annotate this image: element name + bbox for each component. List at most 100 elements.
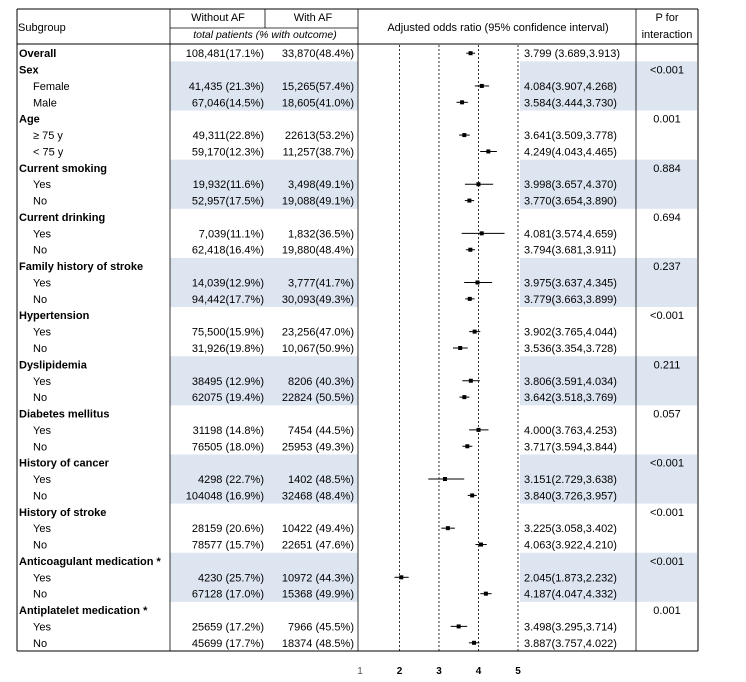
with-af-value: 3,498(49.1%) bbox=[288, 179, 354, 191]
row-label: No bbox=[33, 245, 47, 257]
estimate-point bbox=[479, 83, 484, 88]
without-af-value: 78577 (15.7%) bbox=[192, 540, 264, 552]
without-af-value: 49,311(22.8%) bbox=[193, 130, 264, 142]
estimate-point bbox=[442, 477, 447, 482]
row-label: Yes bbox=[33, 474, 51, 486]
group-label: Diabetes mellitus bbox=[19, 409, 109, 421]
table-row: Yes 25659 (17.2%) 7966 (45.5%) 3.498(3.295,… bbox=[33, 621, 617, 633]
header-total-patients: total patients (% with outcome) bbox=[193, 29, 337, 41]
x-axis-ticks: 1 2 3 4 5 bbox=[357, 666, 521, 677]
odds-ratio-text: 3.717(3.594,3.844) bbox=[524, 441, 617, 453]
estimate-point bbox=[472, 640, 477, 645]
row-label: ≥ 75 y bbox=[33, 130, 63, 142]
p-interaction: 0.057 bbox=[653, 409, 681, 421]
without-af-value: 76505 (18.0%) bbox=[192, 441, 264, 453]
group-row: Current smoking 0.884 bbox=[19, 163, 681, 175]
table-row: Male 67,046(14.5%) 18,605(41.0%) 3.584(3.44… bbox=[33, 97, 617, 109]
odds-ratio-text: 3.887(3.757,4.022) bbox=[524, 638, 617, 650]
with-af-value: 19,880(48.4%) bbox=[282, 245, 354, 257]
estimate-point bbox=[467, 296, 472, 301]
estimate-point bbox=[476, 182, 481, 187]
with-af-value: 22613(53.2%) bbox=[285, 130, 354, 142]
estimate-point bbox=[468, 247, 473, 252]
group-row: Hypertension <0.001 bbox=[19, 310, 684, 322]
odds-ratio-text: 3.584(3.444,3.730) bbox=[524, 97, 617, 109]
row-label: No bbox=[33, 540, 47, 552]
row-label: No bbox=[33, 638, 47, 650]
table-frame bbox=[16, 8, 699, 652]
p-interaction: 0.884 bbox=[653, 163, 681, 175]
p-interaction: <0.001 bbox=[650, 458, 684, 470]
estimate-point bbox=[468, 378, 473, 383]
with-af-value: 10422 (49.4%) bbox=[282, 523, 354, 535]
estimate-point bbox=[460, 100, 465, 105]
with-af-value: 1,832(36.5%) bbox=[288, 228, 354, 240]
group-row: History of cancer <0.001 bbox=[19, 458, 684, 470]
with-af-value: 1402 (48.5%) bbox=[288, 474, 354, 486]
estimate-point bbox=[483, 591, 488, 596]
estimate-point bbox=[399, 575, 404, 580]
band-estimates bbox=[520, 454, 697, 504]
odds-ratio-text: 3.641(3.509,3.778) bbox=[524, 130, 617, 142]
group-row: Family history of stroke 0.237 bbox=[19, 261, 681, 273]
table-row: No 67128 (17.0%) 15368 (49.9%) 4.187(4.047,… bbox=[33, 589, 617, 601]
row-label: Yes bbox=[33, 376, 51, 388]
band-estimates bbox=[520, 356, 697, 406]
tick-label: 4 bbox=[476, 666, 482, 677]
with-af-value: 3,777(41.7%) bbox=[288, 277, 354, 289]
with-af-value: 11,257(38.7%) bbox=[283, 146, 354, 158]
estimate-point bbox=[476, 427, 481, 432]
p-interaction: 0.211 bbox=[654, 359, 681, 371]
tick-label: 1 bbox=[357, 666, 363, 677]
odds-ratio-text: 3.498(3.295,3.714) bbox=[524, 621, 617, 633]
row-label: Yes bbox=[33, 425, 51, 437]
estimate-point bbox=[472, 329, 477, 334]
group-row: Anticoagulant medication * <0.001 bbox=[19, 556, 684, 568]
odds-ratio-text: 3.975(3.637,4.345) bbox=[524, 277, 617, 289]
without-af-value: 19,932(11.6%) bbox=[193, 179, 264, 191]
group-label: Antiplatelet medication * bbox=[19, 605, 148, 617]
row-label: Male bbox=[33, 97, 57, 109]
without-af-value: 4298 (22.7%) bbox=[198, 474, 264, 486]
reference-lines bbox=[399, 45, 519, 651]
without-af-value: 38495 (12.9%) bbox=[192, 376, 264, 388]
p-interaction: 0.001 bbox=[653, 114, 681, 126]
with-af-value: 18,605(41.0%) bbox=[282, 97, 354, 109]
row-label: Yes bbox=[33, 179, 51, 191]
table-header: Subgroup Without AF With AF total patien… bbox=[18, 12, 692, 41]
odds-ratio-text: 3.806(3.591,4.034) bbox=[524, 376, 617, 388]
group-label: Anticoagulant medication * bbox=[19, 556, 162, 568]
row-label: No bbox=[33, 392, 47, 404]
band-estimates bbox=[520, 552, 697, 602]
table-row: Yes 19,932(11.6%) 3,498(49.1%) 3.998(3.657,… bbox=[33, 179, 617, 191]
estimate-point bbox=[462, 395, 467, 400]
without-af-value: 75,500(15.9%) bbox=[192, 327, 264, 339]
table-row: Overall 108,481(17.1%) 33,870(48.4%) 3.799 … bbox=[19, 48, 620, 60]
group-row: Current drinking 0.694 bbox=[19, 212, 681, 224]
table-row: No 104048 (16.9%) 32468 (48.4%) 3.840(3.726… bbox=[33, 490, 617, 502]
table-row: No 31,926(19.8%) 10,067(50.9%) 3.536(3.354,… bbox=[33, 343, 617, 355]
forest-rows: Overall 108,481(17.1%) 33,870(48.4%) 3.799 … bbox=[19, 48, 684, 650]
row-label: No bbox=[33, 196, 47, 208]
table-row: No 62075 (19.4%) 22824 (50.5%) 3.642(3.518,… bbox=[33, 392, 617, 404]
with-af-value: 8206 (40.3%) bbox=[288, 376, 354, 388]
group-label: Current smoking bbox=[19, 163, 107, 175]
group-row: Antiplatelet medication * 0.001 bbox=[19, 605, 681, 617]
row-label: No bbox=[33, 441, 47, 453]
group-label: Family history of stroke bbox=[19, 261, 143, 273]
odds-ratio-text: 4.063(3.922,4.210) bbox=[524, 540, 617, 552]
group-row: History of stroke <0.001 bbox=[19, 507, 684, 519]
row-shading bbox=[170, 61, 697, 602]
p-interaction: <0.001 bbox=[650, 65, 684, 77]
with-af-value: 15368 (49.9%) bbox=[282, 589, 354, 601]
row-label: Overall bbox=[19, 48, 56, 60]
table-row: No 52,957(17.5%) 19,088(49.1%) 3.770(3.654,… bbox=[33, 196, 617, 208]
with-af-value: 10,067(50.9%) bbox=[282, 343, 354, 355]
table-row: Yes 38495 (12.9%) 8206 (40.3%) 3.806(3.591,… bbox=[33, 376, 617, 388]
estimate-point bbox=[445, 526, 450, 531]
odds-ratio-text: 3.779(3.663,3.899) bbox=[524, 294, 617, 306]
table-row: Yes 7,039(11.1%) 1,832(36.5%) 4.081(3.574,4… bbox=[33, 228, 617, 240]
estimate-point bbox=[478, 542, 483, 547]
tick-label: 5 bbox=[515, 666, 521, 677]
without-af-value: 62,418(16.4%) bbox=[192, 245, 264, 257]
